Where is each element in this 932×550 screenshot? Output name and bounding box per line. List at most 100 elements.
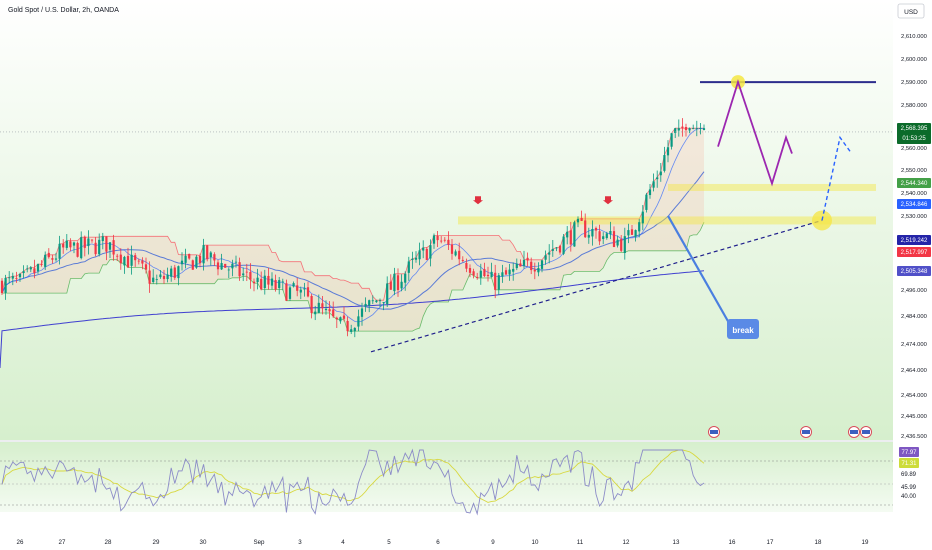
candle-body[interactable] xyxy=(569,230,572,245)
candle-body[interactable] xyxy=(238,262,241,277)
candle-body[interactable] xyxy=(681,126,684,129)
candle-body[interactable] xyxy=(299,289,302,293)
candle-body[interactable] xyxy=(562,236,565,254)
candle-body[interactable] xyxy=(314,311,317,315)
candle-body[interactable] xyxy=(436,235,439,241)
candle-body[interactable] xyxy=(170,268,173,277)
candle-body[interactable] xyxy=(166,274,169,280)
candle-body[interactable] xyxy=(22,271,25,274)
candle-body[interactable] xyxy=(605,233,608,239)
candle-body[interactable] xyxy=(404,273,407,283)
candle-body[interactable] xyxy=(382,301,385,303)
candle-body[interactable] xyxy=(465,262,468,269)
candle-body[interactable] xyxy=(144,264,148,270)
candle-body[interactable] xyxy=(530,261,533,271)
candle-body[interactable] xyxy=(134,255,137,261)
candle-body[interactable] xyxy=(310,295,313,313)
candle-body[interactable] xyxy=(602,236,605,240)
candle-body[interactable] xyxy=(332,309,335,317)
candle-body[interactable] xyxy=(454,251,457,256)
candle-body[interactable] xyxy=(702,128,706,130)
candle-body[interactable] xyxy=(119,254,122,264)
candle-body[interactable] xyxy=(83,236,86,248)
candle-body[interactable] xyxy=(317,302,320,313)
candle-body[interactable] xyxy=(396,275,400,290)
candle-body[interactable] xyxy=(641,211,644,224)
candle-body[interactable] xyxy=(497,275,500,290)
candle-body[interactable] xyxy=(155,279,158,281)
candle-body[interactable] xyxy=(688,128,691,131)
candle-body[interactable] xyxy=(260,278,263,290)
candle-body[interactable] xyxy=(422,247,425,251)
candle-body[interactable] xyxy=(281,281,284,283)
candle-body[interactable] xyxy=(148,270,151,284)
candle-body[interactable] xyxy=(443,239,446,241)
candle-body[interactable] xyxy=(411,258,414,260)
candle-body[interactable] xyxy=(432,235,436,244)
candle-body[interactable] xyxy=(526,257,529,261)
candle-body[interactable] xyxy=(414,257,418,260)
candle-body[interactable] xyxy=(87,238,90,247)
candle-body[interactable] xyxy=(627,230,630,236)
candle-body[interactable] xyxy=(65,240,68,248)
candle-body[interactable] xyxy=(242,273,245,276)
candle-body[interactable] xyxy=(540,260,544,269)
candle-body[interactable] xyxy=(699,128,702,130)
candle-body[interactable] xyxy=(216,262,220,270)
candle-body[interactable] xyxy=(4,277,7,293)
candle-body[interactable] xyxy=(224,263,227,268)
candle-body[interactable] xyxy=(504,270,508,275)
candle-body[interactable] xyxy=(566,231,569,238)
candle-body[interactable] xyxy=(645,194,648,210)
candle-body[interactable] xyxy=(368,300,371,306)
candle-body[interactable] xyxy=(674,128,677,133)
candle-body[interactable] xyxy=(346,320,349,332)
candle-body[interactable] xyxy=(479,270,482,278)
candle-body[interactable] xyxy=(458,250,461,260)
candle-body[interactable] xyxy=(54,258,58,260)
candle-body[interactable] xyxy=(220,263,223,270)
candle-body[interactable] xyxy=(112,240,115,255)
candle-body[interactable] xyxy=(490,271,493,278)
candle-body[interactable] xyxy=(537,267,540,273)
candle-body[interactable] xyxy=(98,239,101,255)
candle-body[interactable] xyxy=(202,245,205,264)
candle-body[interactable] xyxy=(630,229,634,235)
candle-body[interactable] xyxy=(306,287,310,297)
candle-body[interactable] xyxy=(418,250,421,260)
candle-body[interactable] xyxy=(620,239,623,251)
candle-body[interactable] xyxy=(486,274,490,277)
candle-body[interactable] xyxy=(213,254,216,261)
candle-body[interactable] xyxy=(598,231,601,242)
candle-body[interactable] xyxy=(407,261,410,273)
candle-body[interactable] xyxy=(8,277,11,279)
candle-body[interactable] xyxy=(29,267,32,270)
candle-body[interactable] xyxy=(141,260,144,264)
candle-body[interactable] xyxy=(159,274,162,278)
candle-body[interactable] xyxy=(429,245,432,259)
candle-body[interactable] xyxy=(292,283,295,287)
candle-body[interactable] xyxy=(256,277,259,283)
candle-body[interactable] xyxy=(69,241,72,248)
candle-body[interactable] xyxy=(62,243,65,248)
candle-body[interactable] xyxy=(450,244,454,254)
candle-body[interactable] xyxy=(663,155,666,171)
candle-body[interactable] xyxy=(321,303,324,309)
candle-body[interactable] xyxy=(11,276,14,279)
candle-body[interactable] xyxy=(108,242,112,250)
candle-body[interactable] xyxy=(206,245,209,260)
candle-body[interactable] xyxy=(15,278,18,279)
candle-body[interactable] xyxy=(472,271,475,276)
candle-body[interactable] xyxy=(252,281,256,284)
candle-body[interactable] xyxy=(677,128,680,131)
candle-body[interactable] xyxy=(584,220,587,238)
candle-body[interactable] xyxy=(501,272,504,277)
candle-body[interactable] xyxy=(400,281,403,289)
candle-body[interactable] xyxy=(440,240,443,242)
candle-body[interactable] xyxy=(116,255,119,257)
candle-body[interactable] xyxy=(72,242,76,246)
candle-body[interactable] xyxy=(594,227,598,231)
candle-body[interactable] xyxy=(375,300,378,303)
candle-body[interactable] xyxy=(670,133,673,147)
